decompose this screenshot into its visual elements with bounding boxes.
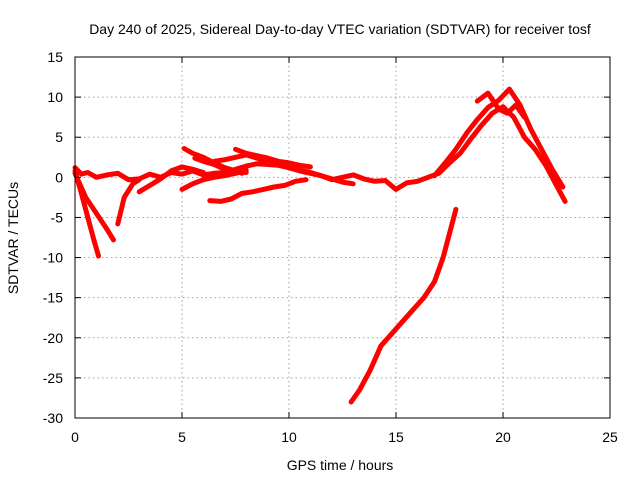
series-track-14 bbox=[474, 90, 527, 120]
y-tick-label: -20 bbox=[43, 330, 63, 346]
series-track-4 bbox=[115, 177, 142, 227]
y-tick-label: -10 bbox=[43, 250, 63, 266]
x-tick-label: 10 bbox=[281, 429, 297, 445]
series-track-13 bbox=[432, 86, 566, 190]
y-tick-label: -15 bbox=[43, 290, 63, 306]
y-tick-label: 10 bbox=[47, 89, 63, 105]
x-tick-label: 5 bbox=[178, 429, 186, 445]
series-track-11 bbox=[207, 177, 309, 204]
series-track-5 bbox=[136, 164, 206, 195]
y-tick-label: 5 bbox=[55, 129, 63, 145]
plot-frame bbox=[74, 56, 611, 419]
y-tick-label: 15 bbox=[47, 49, 63, 65]
y-tick-label: -5 bbox=[51, 209, 64, 225]
x-tick-label: 20 bbox=[495, 429, 511, 445]
series-track-9 bbox=[211, 152, 356, 187]
data-series bbox=[72, 86, 568, 405]
y-tick-label: -25 bbox=[43, 370, 63, 386]
x-tick-label: 25 bbox=[602, 429, 618, 445]
y-tick-label: 0 bbox=[55, 169, 63, 185]
axis-ticks bbox=[74, 56, 611, 419]
tick-labels: 0 5 10 15 20 25 -30 -25 -20 -15 -10 -5 0 5 10 15 bbox=[43, 49, 618, 445]
y-tick-label: -30 bbox=[43, 410, 63, 426]
series-track-8 bbox=[192, 155, 249, 175]
y-axis-title: SDTVAR / TECUs bbox=[5, 182, 21, 294]
series-track-3 bbox=[72, 170, 116, 243]
chart-title: Day 240 of 2025, Sidereal Day-to-day VTE… bbox=[89, 21, 591, 37]
x-axis-title: GPS time / hours bbox=[287, 457, 394, 473]
series-track-12 bbox=[348, 206, 459, 405]
x-tick-label: 0 bbox=[71, 429, 79, 445]
x-tick-label: 15 bbox=[388, 429, 404, 445]
series-track-10 bbox=[233, 146, 313, 170]
grid bbox=[75, 57, 610, 418]
